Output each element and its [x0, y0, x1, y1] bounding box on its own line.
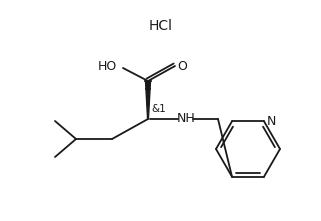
Text: HO: HO — [98, 59, 117, 72]
Text: &1: &1 — [151, 104, 166, 114]
Text: O: O — [177, 59, 187, 72]
Polygon shape — [145, 81, 151, 119]
Text: NH: NH — [177, 112, 195, 126]
Text: HCl: HCl — [149, 19, 173, 33]
Text: N: N — [267, 115, 276, 128]
